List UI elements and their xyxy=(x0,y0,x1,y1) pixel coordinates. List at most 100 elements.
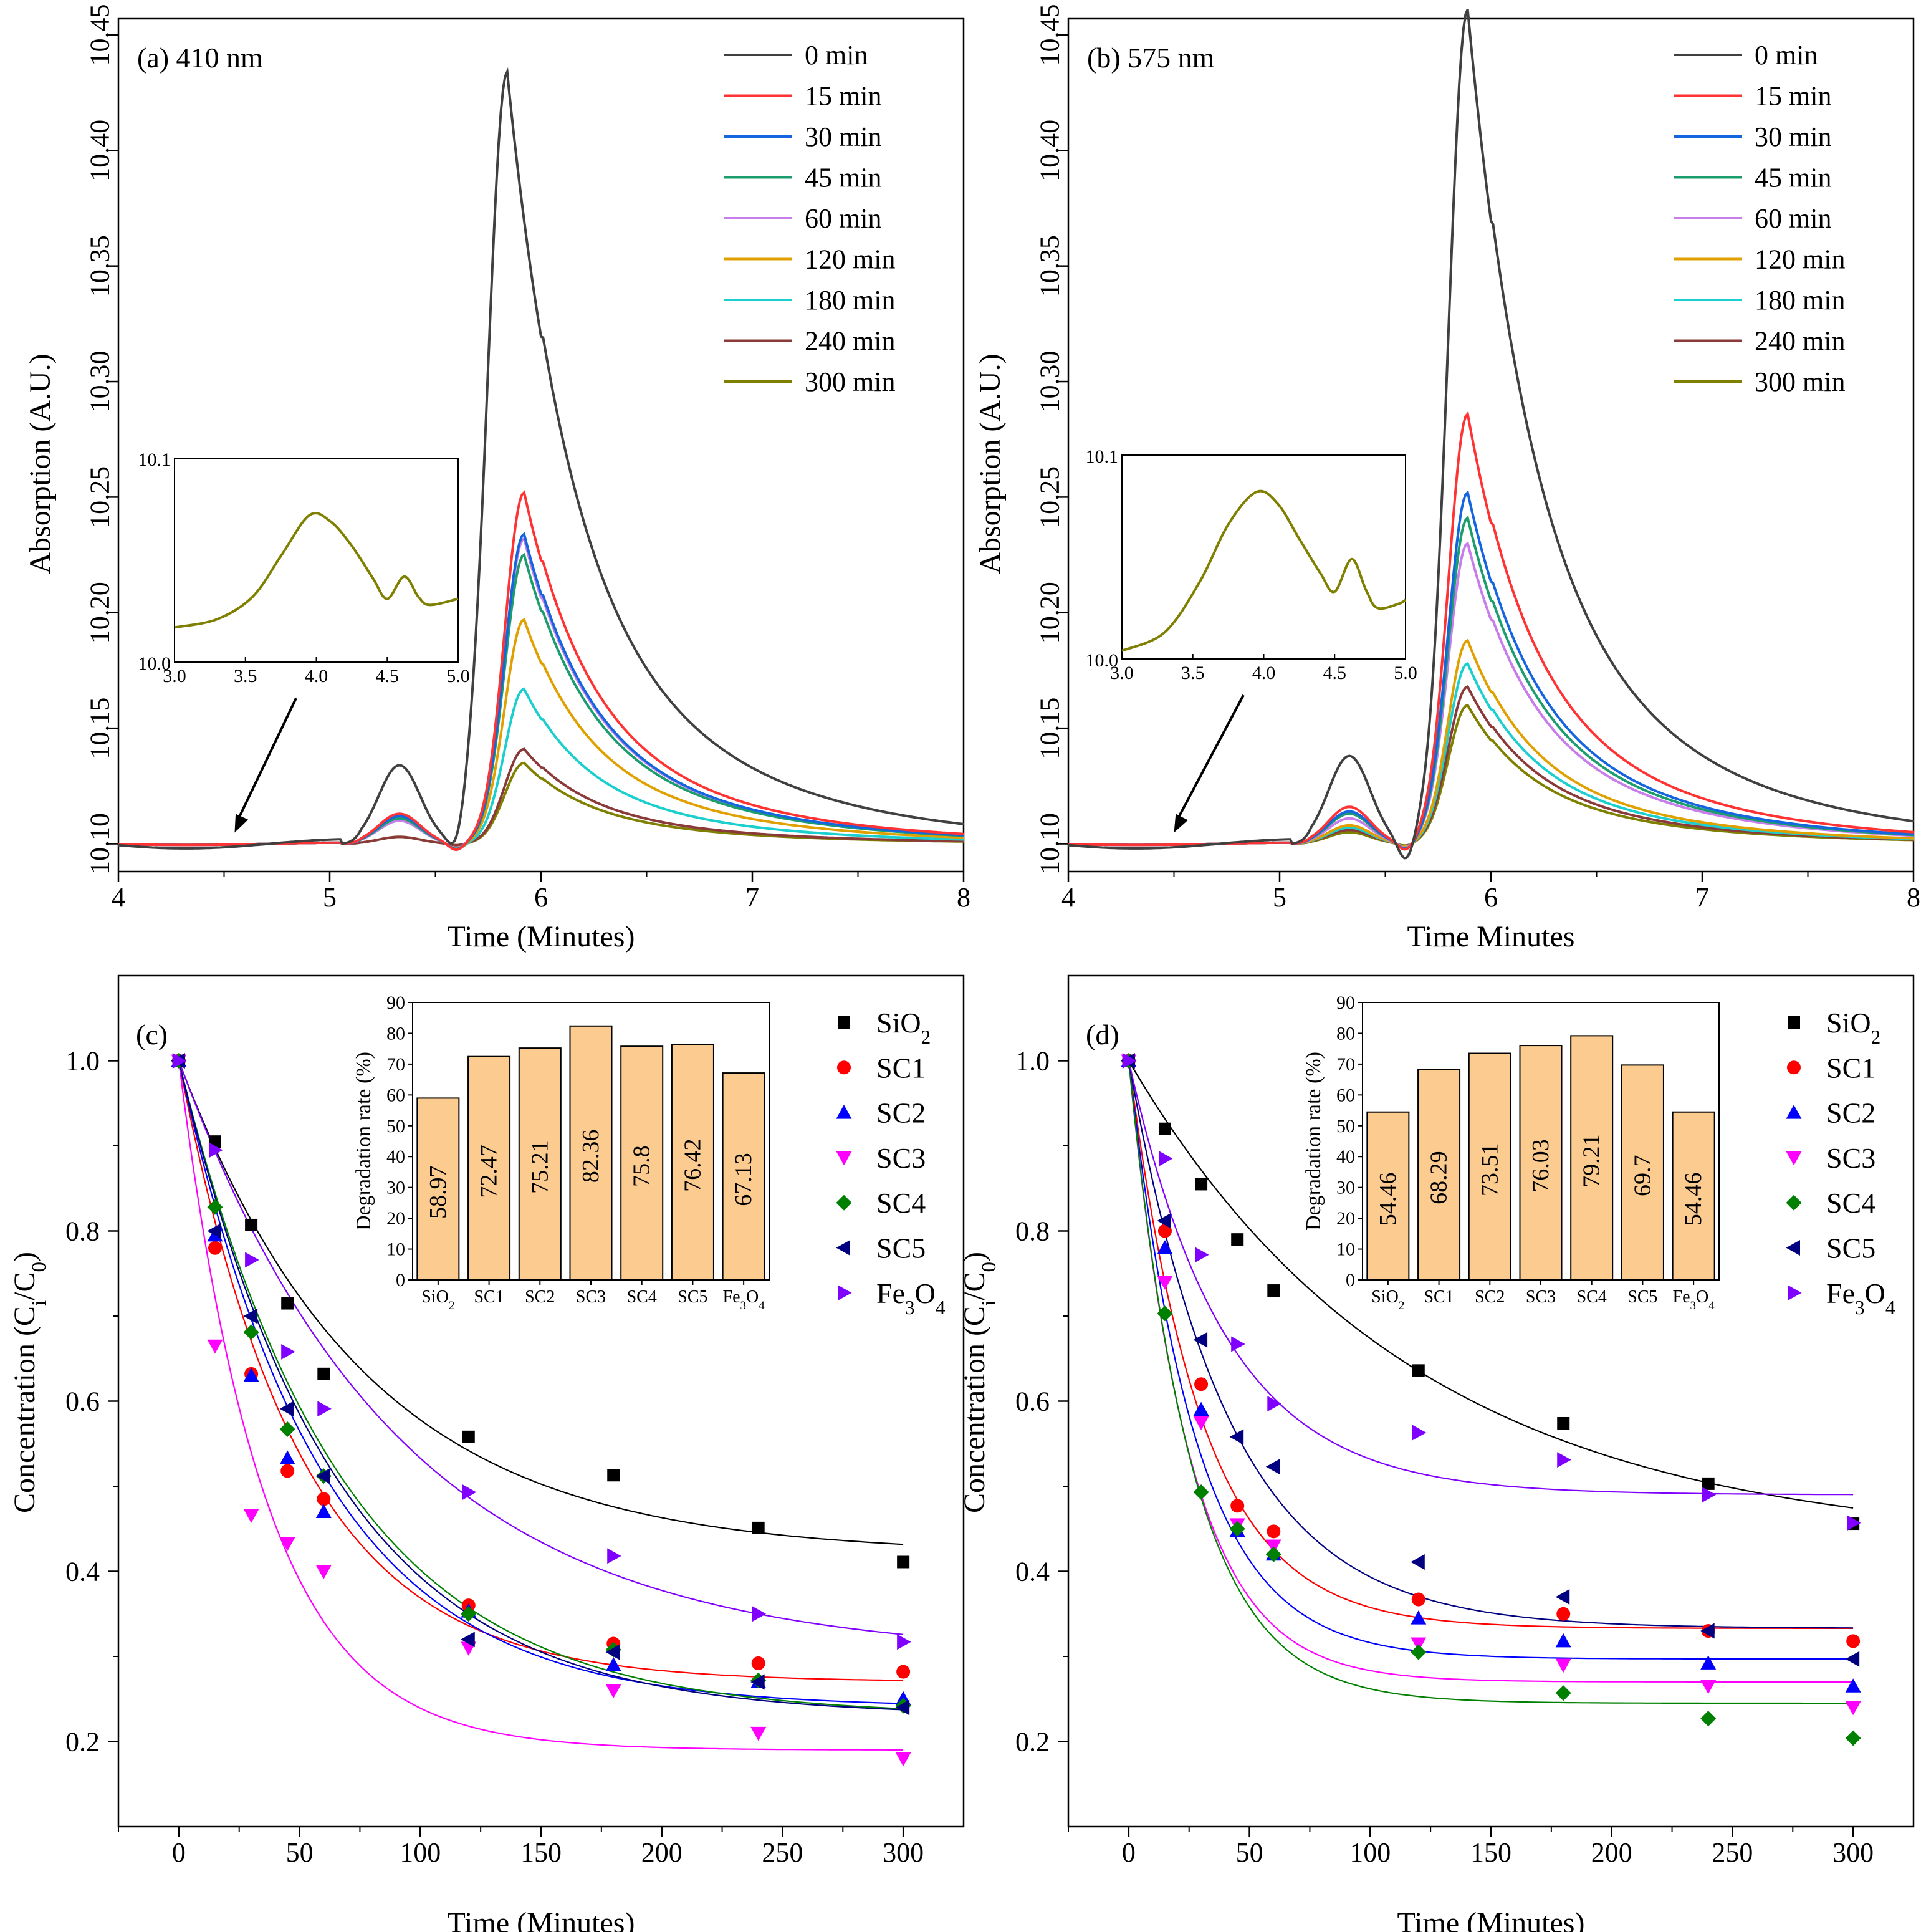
data-point-SC1 xyxy=(208,1241,222,1255)
x-tick-label: 6 xyxy=(1484,882,1498,913)
bar-SC3 xyxy=(569,1025,613,1281)
data-point-SC5 xyxy=(605,1644,620,1660)
x-axis-label: Time (Minutes) xyxy=(448,1906,635,1932)
data-point-SC2 xyxy=(1411,1610,1427,1625)
data-point-SiO2 xyxy=(1231,1233,1244,1246)
fit-line-SC4 xyxy=(178,1060,904,1709)
panel-a: 4 5 6 7 8 10.10 10.15 10.20 10.25 10.30 10.35 10.40… xyxy=(24,4,970,953)
data-point-Fe3O4 xyxy=(462,1484,477,1501)
data-point-SC2 xyxy=(243,1368,259,1382)
inset-y-tick-label: 80 xyxy=(386,1023,405,1044)
y-tick-label: 10.15 xyxy=(85,698,115,759)
fit-line-Fe3O4 xyxy=(1128,1060,1854,1496)
y-tick-label: 10.15 xyxy=(1035,698,1065,759)
data-point-SC4 xyxy=(1265,1546,1281,1562)
legend-label: 240 min xyxy=(1755,326,1845,357)
inset-y-tick-label: 0 xyxy=(1346,1270,1355,1290)
inset-y-tick-label: 0 xyxy=(396,1270,405,1290)
inset-x-tick-label: SC1 xyxy=(474,1287,504,1307)
data-point-Fe3O4 xyxy=(1195,1247,1209,1263)
inset-y-tick-label: 80 xyxy=(1336,1023,1355,1044)
x-tick-label: 300 xyxy=(1832,1837,1874,1868)
x-tick-label: 4 xyxy=(1061,882,1075,913)
bar-value-label: 69.7 xyxy=(1629,1155,1655,1196)
data-point-SC5 xyxy=(1157,1213,1171,1229)
data-point-SC5 xyxy=(315,1468,330,1484)
bar-SiO2 xyxy=(1366,1111,1410,1281)
inset-y-tick-label: 90 xyxy=(1336,992,1355,1013)
data-point-Fe3O4 xyxy=(1122,1053,1137,1069)
bar-value-label: 72.47 xyxy=(476,1145,502,1198)
inset-x-tick-label: SC5 xyxy=(678,1287,707,1307)
bar-SC1 xyxy=(1417,1069,1461,1281)
inset-x-tick-label: 3.0 xyxy=(163,666,186,686)
legend-label: SC3 xyxy=(876,1142,926,1174)
data-point-Fe3O4 xyxy=(1231,1336,1245,1352)
data-point-SC4 xyxy=(279,1421,295,1438)
data-point-SC2 xyxy=(1845,1678,1861,1693)
y-tick-label: 0.4 xyxy=(1015,1557,1050,1587)
x-tick-label: 8 xyxy=(1907,882,1920,913)
legend-marker xyxy=(837,1060,851,1075)
legend-label: Fe3O4 xyxy=(876,1277,946,1319)
inset-y-tick-label: 50 xyxy=(386,1116,405,1137)
data-point-SC5 xyxy=(279,1401,294,1417)
legend-marker xyxy=(836,1194,852,1211)
legend-label: 60 min xyxy=(1755,203,1831,234)
fit-line-SiO2 xyxy=(1128,1060,1854,1509)
legend-label: 30 min xyxy=(805,122,881,152)
bar-SiO2 xyxy=(416,1097,460,1281)
legend-marker xyxy=(1787,1060,1801,1075)
fit-line-SC3 xyxy=(1128,1060,1854,1683)
x-axis-label: Time (Minutes) xyxy=(1397,1906,1585,1932)
data-point-Fe3O4 xyxy=(752,1606,767,1622)
y-tick-label: 10.45 xyxy=(1035,4,1065,65)
x-tick-label: 0 xyxy=(1122,1837,1136,1868)
y-tick-label: 0.8 xyxy=(65,1216,100,1247)
data-point-SC1 xyxy=(1267,1524,1281,1539)
data-point-SC1 xyxy=(1556,1607,1571,1621)
legend-marker xyxy=(838,1285,852,1301)
data-point-SC2 xyxy=(279,1450,295,1464)
fit-line-SC1 xyxy=(178,1060,904,1681)
x-tick-label: 250 xyxy=(1712,1837,1753,1868)
legend-marker xyxy=(836,1151,852,1166)
fit-line-SC5 xyxy=(1128,1060,1854,1629)
data-point-SC5 xyxy=(1845,1651,1860,1667)
data-point-SC4 xyxy=(1229,1521,1245,1537)
data-point-SC5 xyxy=(750,1674,765,1690)
panel-b: 4 5 6 7 8 10.10 10.15 10.20 10.25 10.30 10.35 10.40… xyxy=(974,4,1920,953)
y-tick-label: 10.35 xyxy=(85,235,115,297)
data-point-Fe3O4 xyxy=(317,1401,332,1417)
panel-d: 0 50 100 150 200 250 3000.20.40.60.81.0(d)Time… xyxy=(958,974,1915,1932)
legend-marker xyxy=(836,1105,852,1119)
y-tick-label: 10.30 xyxy=(85,351,115,413)
x-tick-label: 5 xyxy=(323,882,337,913)
data-point-SC2 xyxy=(1193,1401,1209,1416)
data-point-Fe3O4 xyxy=(1412,1425,1427,1441)
x-tick-label: 7 xyxy=(745,882,759,913)
legend-marker xyxy=(1786,1151,1802,1166)
x-tick-label: 100 xyxy=(400,1837,441,1868)
x-tick-label: 8 xyxy=(957,882,970,913)
arrow-line xyxy=(1176,694,1245,820)
data-point-SC3 xyxy=(895,1752,911,1767)
fit-line-SC2 xyxy=(178,1060,904,1704)
legend-label: 15 min xyxy=(805,81,881,112)
inset-y-tick-label: 10.0 xyxy=(1086,650,1119,671)
y-tick-label: 10.10 xyxy=(85,813,115,875)
legend-marker xyxy=(1786,1240,1800,1256)
fit-line-SC4 xyxy=(1128,1060,1854,1704)
y-tick-label: 1.0 xyxy=(1015,1046,1050,1077)
inset-y-tick-label: 10.1 xyxy=(138,449,171,470)
data-point-SiO2 xyxy=(1267,1284,1280,1297)
data-point-SC5 xyxy=(895,1699,910,1716)
panel-title: (a) 410 nm xyxy=(137,42,263,74)
panel-c: 0 50 100 150 200 250 3000.20.40.60.81.0(c)Time… xyxy=(8,974,965,1932)
legend-label: SC4 xyxy=(876,1187,926,1219)
data-point-SC1 xyxy=(896,1665,911,1679)
inset-y-tick-label: 90 xyxy=(386,992,405,1013)
legend-marker xyxy=(1788,1285,1802,1301)
y-tick-label: 10.40 xyxy=(85,120,115,181)
bar-value-label: 54.46 xyxy=(1680,1173,1707,1226)
